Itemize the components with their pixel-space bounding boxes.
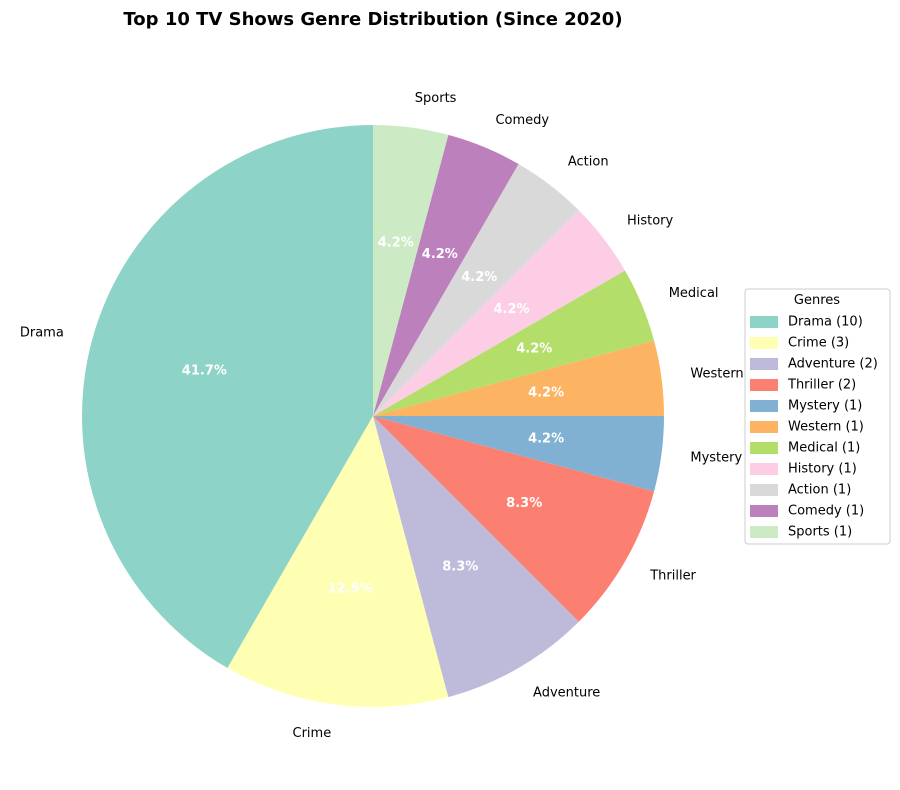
pie-slice-action (373, 163, 579, 416)
pie-slice-drama (82, 125, 374, 669)
pie-slice-mystery (373, 416, 664, 492)
percent-label-sports: 4.2% (378, 235, 414, 250)
legend-swatch-action (750, 484, 778, 496)
category-label-medical: Medical (669, 286, 719, 301)
pie-slices (82, 125, 664, 707)
percent-label-medical: 4.2% (516, 342, 552, 357)
pie-slice-comedy (373, 134, 519, 416)
category-label-sports: Sports (415, 91, 457, 106)
category-label-mystery: Mystery (690, 450, 742, 465)
percent-label-crime: 12.5% (328, 582, 373, 597)
chart-title: Top 10 TV Shows Genre Distribution (Sinc… (123, 9, 622, 30)
pie-slice-history (373, 210, 626, 416)
legend-swatch-medical (750, 442, 778, 454)
pie-slice-crime (227, 416, 449, 707)
legend-label-crime: Crime (3) (788, 336, 849, 351)
percent-label-drama: 41.7% (182, 363, 227, 378)
percent-label-western: 4.2% (528, 386, 564, 401)
pie-slice-adventure (373, 416, 579, 698)
percent-labels: 41.7%12.5%8.3%8.3%4.2%4.2%4.2%4.2%4.2%4.… (182, 235, 564, 596)
legend-swatch-drama (750, 316, 778, 328)
legend-label-sports: Sports (1) (788, 525, 852, 540)
category-label-crime: Crime (293, 726, 332, 741)
legend-swatch-adventure (750, 358, 778, 370)
category-label-drama: Drama (20, 326, 64, 341)
category-label-history: History (627, 214, 674, 229)
category-label-action: Action (568, 155, 609, 170)
legend-swatch-comedy (750, 505, 778, 517)
legend-label-thriller: Thriller (2) (787, 378, 856, 393)
legend-swatch-western (750, 421, 778, 433)
legend-swatch-crime (750, 337, 778, 349)
category-label-adventure: Adventure (533, 686, 600, 701)
pie-slice-sports (373, 125, 449, 416)
percent-label-mystery: 4.2% (528, 431, 564, 446)
legend-swatch-thriller (750, 379, 778, 391)
legend-label-adventure: Adventure (2) (788, 357, 878, 372)
legend-swatch-sports (750, 526, 778, 538)
category-label-comedy: Comedy (495, 113, 549, 128)
category-label-thriller: Thriller (649, 569, 696, 584)
legend-title: Genres (794, 293, 840, 308)
percent-label-action: 4.2% (461, 270, 497, 285)
pie-slice-thriller (373, 416, 655, 622)
percent-label-adventure: 8.3% (442, 560, 478, 575)
legend-swatch-mystery (750, 400, 778, 412)
legend-label-history: History (1) (788, 462, 857, 477)
pie-slice-medical (373, 270, 655, 416)
legend-label-action: Action (1) (788, 483, 851, 498)
legend-label-medical: Medical (1) (788, 441, 860, 456)
legend-frame (744, 288, 891, 545)
legend-label-mystery: Mystery (1) (788, 399, 862, 414)
category-labels: Drama Crime Adventure Thriller Mystery Wester… (20, 91, 744, 741)
legend-label-drama: Drama (10) (788, 315, 863, 330)
category-label-western: Western (690, 367, 743, 382)
legend-swatch-history (750, 463, 778, 475)
legend-items: Drama (10) Crime (3) Adventure (2) Thriller… (750, 315, 878, 540)
legend: Genres Drama (10) Crime (3) Adventure (2) T… (744, 288, 891, 545)
percent-label-thriller: 8.3% (506, 496, 542, 511)
percent-label-comedy: 4.2% (422, 247, 458, 262)
legend-label-comedy: Comedy (1) (788, 504, 864, 519)
legend-label-western: Western (1) (788, 420, 864, 435)
pie-slice-western (373, 340, 664, 416)
percent-label-history: 4.2% (493, 302, 529, 317)
